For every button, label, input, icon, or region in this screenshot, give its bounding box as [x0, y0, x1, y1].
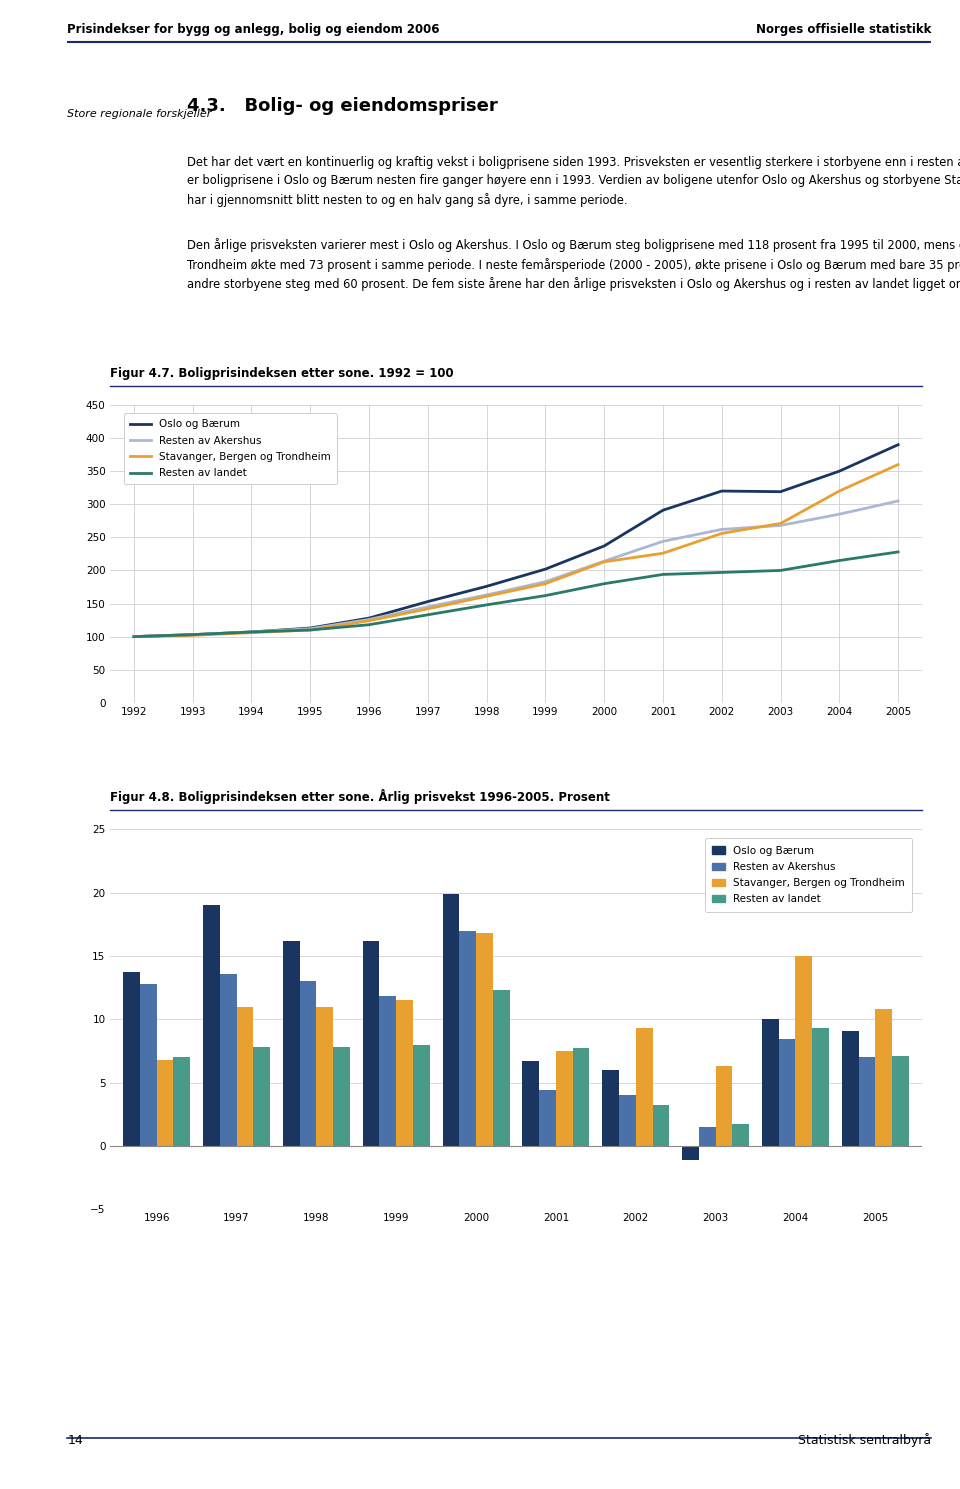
Bar	[715, 1066, 732, 1147]
Bar	[476, 934, 492, 1147]
Bar	[459, 931, 476, 1147]
Text: 14: 14	[67, 1434, 83, 1447]
Text: Figur 4.7. Boligprisindeksen etter sone. 1992 = 100: Figur 4.7. Boligprisindeksen etter sone.…	[110, 366, 454, 380]
Bar	[283, 941, 300, 1147]
Bar	[636, 1027, 653, 1147]
Text: Det har det vært en kontinuerlig og kraftig vekst i boligprisene siden 1993. Pri: Det har det vært en kontinuerlig og kraf…	[187, 156, 960, 207]
Bar	[363, 941, 379, 1147]
Bar	[333, 1047, 350, 1147]
Bar	[140, 984, 156, 1147]
Bar	[619, 1096, 636, 1147]
Bar	[762, 1018, 779, 1147]
Bar	[174, 1057, 190, 1147]
Text: Figur 4.8. Boligprisindeksen etter sone. Årlig prisvekst 1996-2005. Prosent: Figur 4.8. Boligprisindeksen etter sone.…	[110, 789, 611, 804]
Bar	[876, 1010, 892, 1147]
Bar	[203, 905, 220, 1147]
Bar	[123, 972, 140, 1147]
Text: Prisindekser for bygg og anlegg, bolig og eiendom 2006: Prisindekser for bygg og anlegg, bolig o…	[67, 22, 440, 36]
Bar	[842, 1030, 858, 1147]
Bar	[443, 893, 459, 1147]
Bar	[300, 981, 317, 1147]
Text: 4.3.   Bolig- og eiendomspriser: 4.3. Bolig- og eiendomspriser	[187, 97, 498, 115]
Legend: Oslo og Bærum, Resten av Akershus, Stavanger, Bergen og Trondheim, Resten av lan: Oslo og Bærum, Resten av Akershus, Stava…	[706, 838, 912, 911]
Bar	[317, 1007, 333, 1147]
Bar	[413, 1045, 430, 1147]
Bar	[396, 1001, 413, 1147]
Bar	[253, 1047, 270, 1147]
Bar	[492, 990, 510, 1147]
Bar	[858, 1057, 876, 1147]
Text: Norges offisielle statistikk: Norges offisielle statistikk	[756, 22, 931, 36]
Bar	[573, 1048, 589, 1147]
Legend: Oslo og Bærum, Resten av Akershus, Stavanger, Bergen og Trondheim, Resten av lan: Oslo og Bærum, Resten av Akershus, Stava…	[124, 412, 337, 484]
Bar	[892, 1056, 909, 1147]
Text: Statistisk sentralbyrå: Statistisk sentralbyrå	[798, 1434, 931, 1447]
Bar	[812, 1027, 829, 1147]
Text: Den årlige prisveksten varierer mest i Oslo og Akershus. I Oslo og Bærum steg bo: Den årlige prisveksten varierer mest i O…	[187, 238, 960, 292]
Bar	[779, 1039, 796, 1147]
Bar	[556, 1051, 573, 1147]
Bar	[156, 1060, 174, 1147]
Bar	[236, 1007, 253, 1147]
Text: Store regionale forskjeller: Store regionale forskjeller	[67, 109, 211, 119]
Bar	[602, 1069, 619, 1147]
Bar	[379, 996, 396, 1147]
Bar	[796, 956, 812, 1147]
Bar	[699, 1127, 715, 1147]
Bar	[522, 1062, 540, 1147]
Bar	[732, 1124, 749, 1147]
Bar	[220, 974, 236, 1147]
Bar	[540, 1090, 556, 1147]
Bar	[653, 1105, 669, 1147]
Bar	[682, 1147, 699, 1160]
